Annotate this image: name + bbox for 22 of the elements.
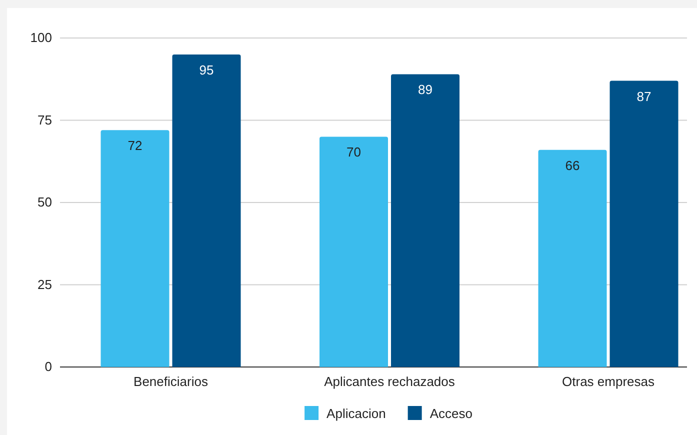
- bar: [610, 80, 678, 367]
- y-tick-label: 0: [44, 359, 52, 374]
- y-tick-label: 75: [38, 112, 52, 128]
- y-tick-label: 50: [38, 194, 52, 210]
- data-label: 66: [565, 158, 580, 173]
- data-label: 72: [128, 138, 142, 154]
- bar: [320, 136, 388, 367]
- y-tick-label: 25: [38, 276, 52, 292]
- legend-label: Aplicacion: [326, 406, 386, 421]
- x-tick-label: Aplicantes rechazados: [324, 374, 456, 390]
- bar: [538, 150, 607, 367]
- data-label: 95: [199, 62, 214, 78]
- bar: [391, 74, 460, 367]
- legend-label: Acceso: [430, 406, 472, 421]
- data-label: 87: [636, 88, 652, 104]
- bar: [172, 54, 241, 367]
- data-label: 89: [418, 82, 432, 98]
- bar: [100, 130, 170, 367]
- x-tick-label: Otras empresas: [562, 374, 655, 390]
- x-tick-label: Beneficiarios: [134, 374, 208, 390]
- data-label: 70: [346, 144, 361, 160]
- y-tick-label: 100: [30, 30, 52, 46]
